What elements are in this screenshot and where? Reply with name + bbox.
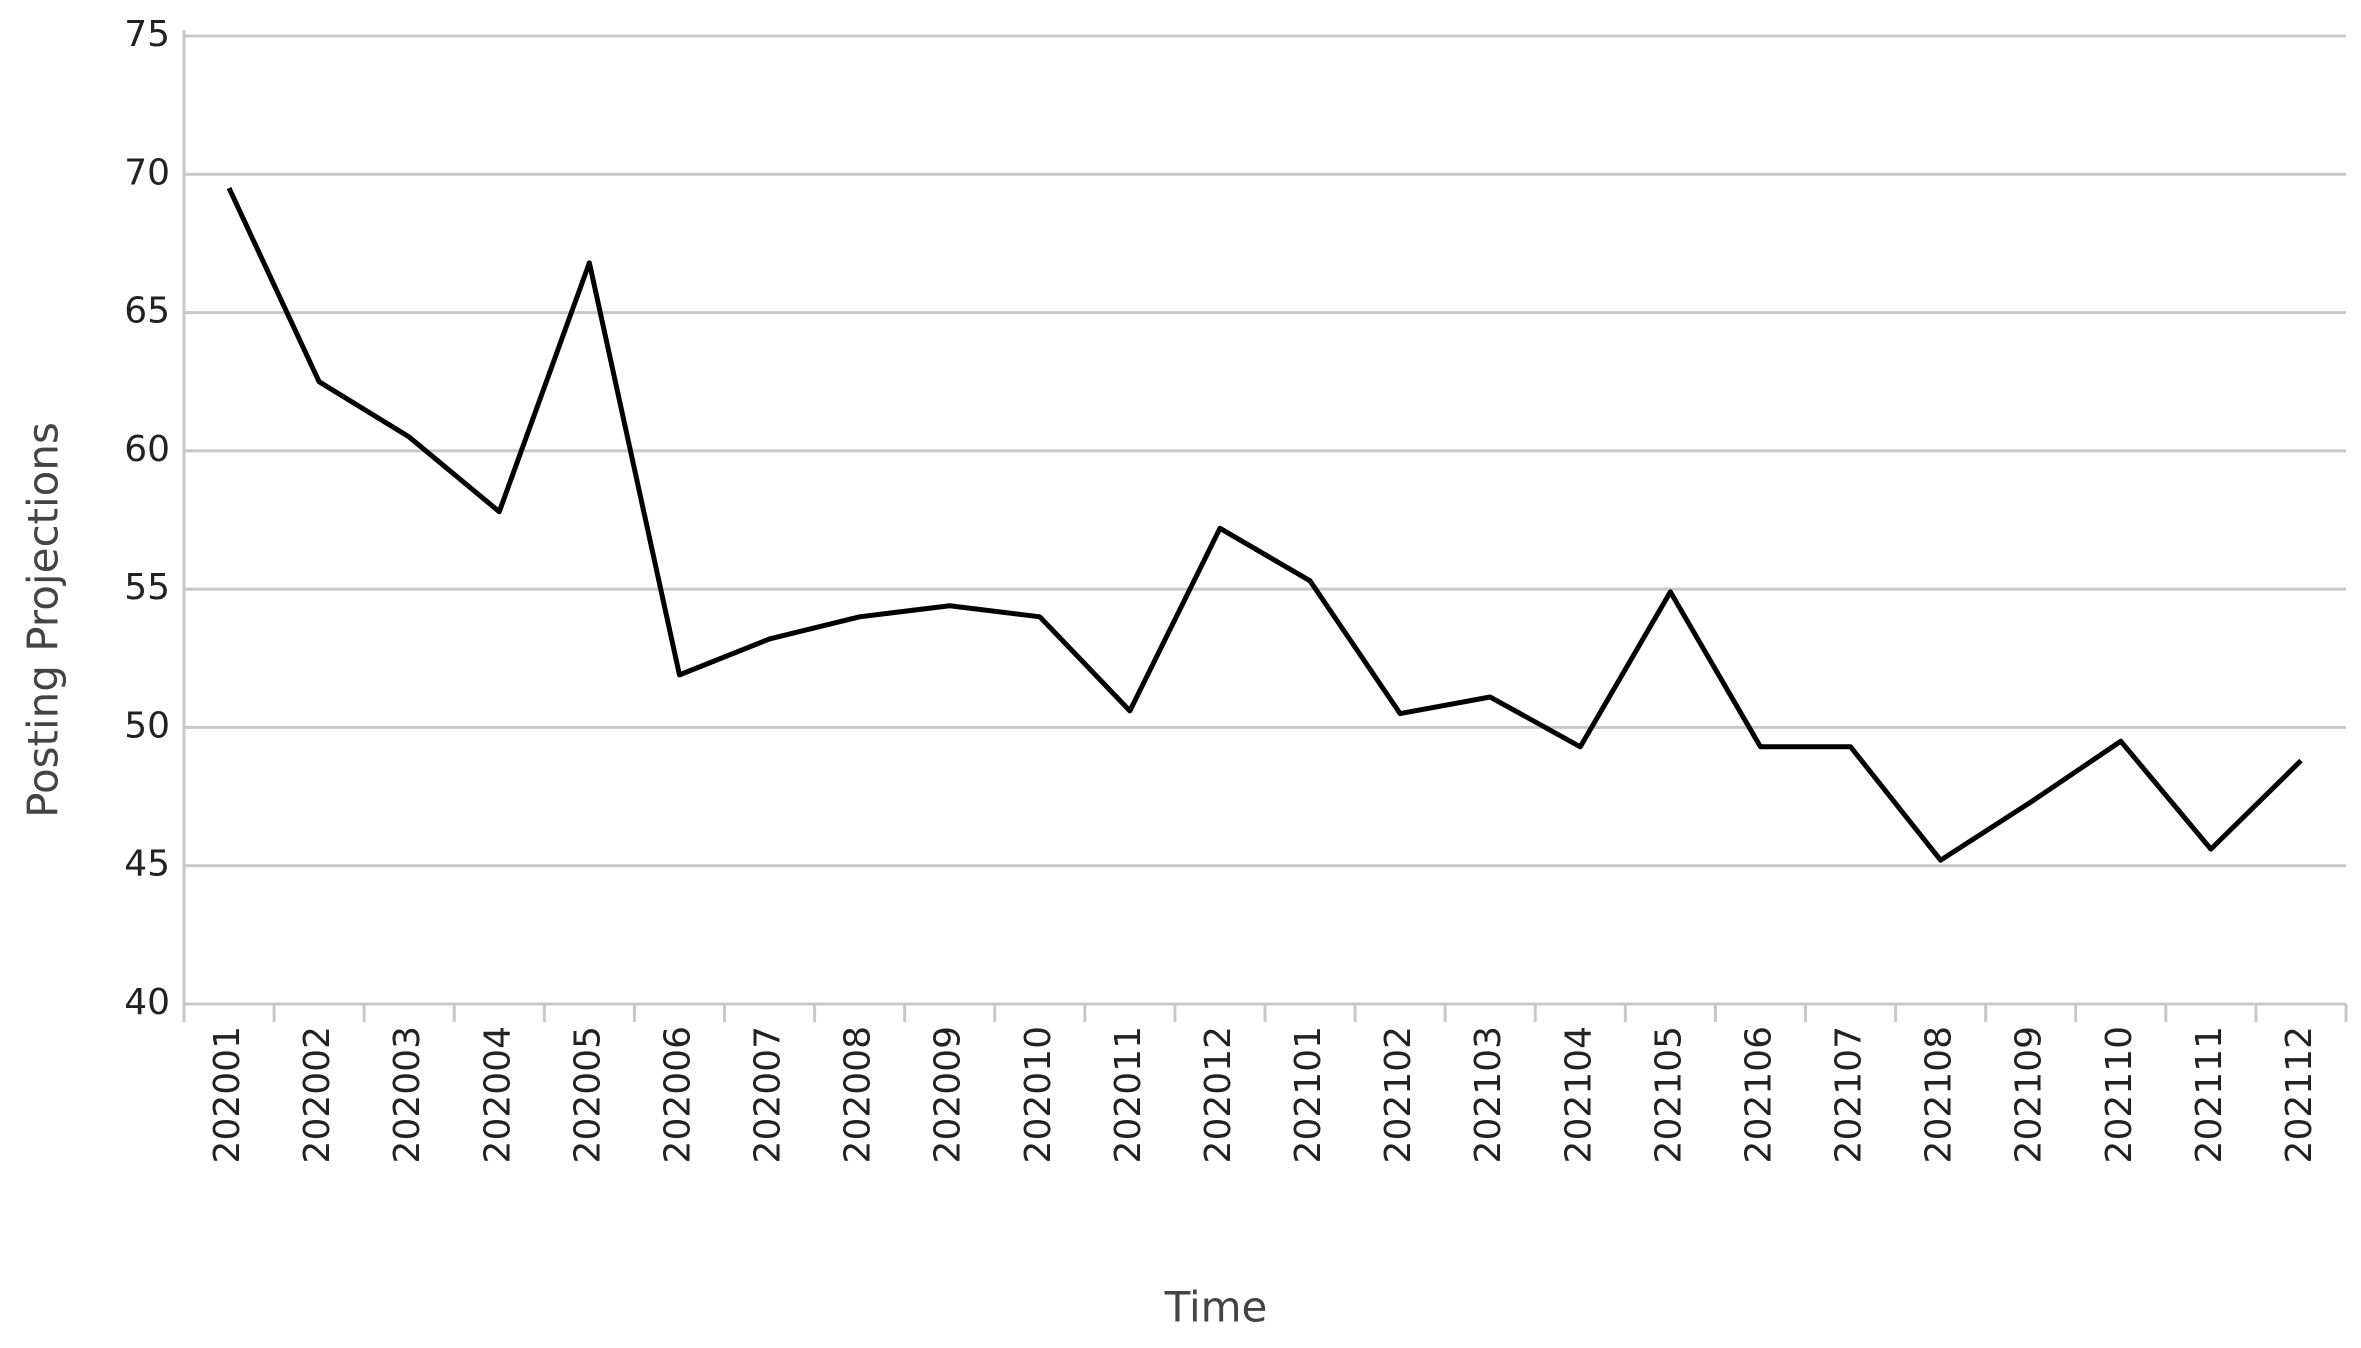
x-tick-label: 202105: [1648, 1026, 1689, 1163]
y-tick-label: 75: [124, 14, 170, 55]
x-tick-label: 202012: [1198, 1026, 1239, 1163]
x-tick-label: 202002: [297, 1026, 338, 1163]
x-tick-label: 202006: [657, 1026, 698, 1163]
x-tick-label: 202103: [1468, 1026, 1509, 1163]
x-tick-label: 202102: [1378, 1026, 1419, 1163]
x-tick-label: 202111: [2189, 1026, 2230, 1163]
x-tick-label: 202109: [2009, 1026, 2050, 1163]
x-tick-label: 202009: [928, 1026, 969, 1163]
x-axis-title: Time: [1164, 1283, 1268, 1332]
y-tick-label: 60: [124, 429, 170, 470]
x-tick-label: 202107: [1829, 1026, 1870, 1163]
x-tick-label: 202011: [1108, 1026, 1149, 1163]
x-tick-label: 202005: [567, 1026, 608, 1163]
y-tick-label: 50: [124, 705, 170, 746]
x-tick-label: 202008: [838, 1026, 879, 1163]
y-tick-label: 55: [124, 567, 170, 608]
x-tick-label: 202001: [207, 1026, 248, 1163]
x-tick-label: 202007: [748, 1026, 789, 1163]
x-tick-label: 202110: [2099, 1026, 2140, 1163]
x-tick-label: 202004: [477, 1026, 518, 1163]
y-tick-label: 65: [124, 291, 170, 332]
x-tick-label: 202108: [1919, 1026, 1960, 1163]
x-tick-label: 202112: [2279, 1026, 2320, 1163]
x-tick-label: 202106: [1738, 1026, 1779, 1163]
x-tick-label: 202101: [1288, 1026, 1329, 1163]
data-line: [226, 187, 2303, 863]
y-axis-title: Posting Projections: [19, 422, 68, 818]
x-tick-label: 202010: [1018, 1026, 1059, 1163]
y-tick-label: 70: [124, 152, 170, 193]
x-tick-label: 202104: [1558, 1026, 1599, 1163]
y-tick-label: 40: [124, 982, 170, 1023]
x-tick-label: 202003: [387, 1026, 428, 1163]
y-tick-label: 45: [124, 844, 170, 885]
